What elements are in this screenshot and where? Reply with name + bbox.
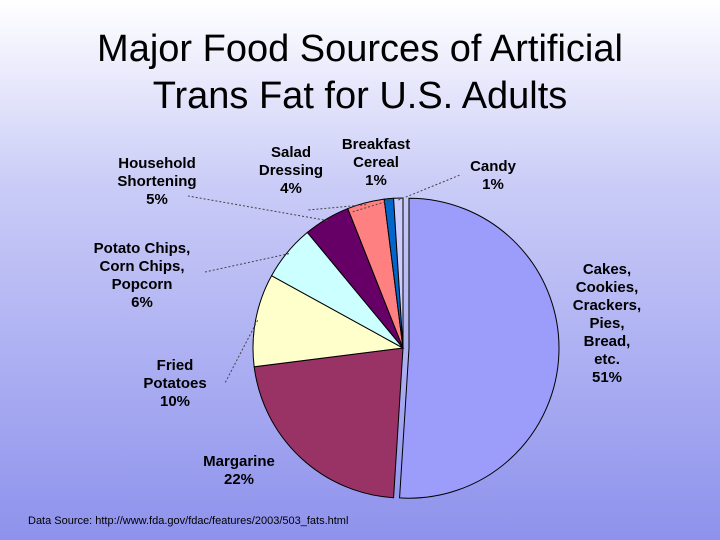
title-line-1: Major Food Sources of Artificial <box>97 28 623 70</box>
pie-slice-label: Breakfast Cereal 1% <box>342 136 410 189</box>
pie-labels: Cakes, Cookies, Crackers, Pies, Bread, etc. 51… <box>94 136 642 488</box>
pie-slice-label-line: etc. <box>594 351 620 368</box>
pie-slice <box>252 275 405 368</box>
pie-slice-label-line: Fried <box>157 357 194 374</box>
pie-leader-line <box>398 174 461 201</box>
pie-slice-label-line: Corn Chips, <box>100 258 185 275</box>
pie-slice-label: Candy 1% <box>470 158 517 193</box>
pie-slice-label-line: Pies, <box>589 315 624 332</box>
pie-slice-label: Salad Dressing 4% <box>259 144 323 197</box>
pie-slice-label-line: Dressing <box>259 162 323 179</box>
pie-slice-label-line: Breakfast <box>342 136 410 153</box>
pie-slice-label-line: Popcorn <box>112 276 173 293</box>
pie-slice-label-line: Shortening <box>117 173 196 190</box>
pie-slice-label-line: 1% <box>365 172 387 189</box>
pie-leader-line <box>351 200 390 213</box>
pie-slice-label-line: 4% <box>280 180 302 197</box>
pie-slice-label: Margarine 22% <box>203 453 275 488</box>
pie-slice-label-line: Candy <box>470 158 517 175</box>
pie-slice-label-line: 51% <box>592 369 622 386</box>
pie-slice <box>253 347 404 499</box>
pie-slice-label: Cakes, Cookies, Crackers, Pies, Bread, etc. 51… <box>573 261 641 386</box>
title-line-2: Trans Fat for U.S. Adults <box>152 75 568 117</box>
data-source-note: Data Source: http://www.fda.gov/fdac/fea… <box>28 515 349 527</box>
pie-slice-label-line: 10% <box>160 393 190 410</box>
pie-slice-label-line: 6% <box>131 294 153 311</box>
pie-leader-line <box>187 195 328 222</box>
pie-slice-label-line: Margarine <box>203 453 275 470</box>
pie-slice-label-line: Cereal <box>353 154 399 171</box>
pie-slice-label-line: Potato Chips, <box>94 240 191 257</box>
slide-title: Major Food Sources of Artificial Trans F… <box>0 26 720 120</box>
pie-slice-label: Potato Chips, Corn Chips, Popcorn 6% <box>94 240 191 311</box>
pie-slice-label-line: Cookies, <box>576 279 639 296</box>
pie-slice-label-line: 5% <box>146 191 168 208</box>
pie-slice-label-line: Bread, <box>584 333 631 350</box>
pie-slice-label-line: Potatoes <box>143 375 206 392</box>
pie-slice-label-line: 1% <box>482 176 504 193</box>
pie-slice-label-line: Cakes, <box>583 261 631 278</box>
pie-slice-label-line: Salad <box>271 144 311 161</box>
pie-leader-line <box>307 204 367 211</box>
pie-leader-lines <box>187 174 461 384</box>
pie-slice <box>399 197 560 499</box>
pie-slices <box>252 197 560 499</box>
pie-slice-label-line: Household <box>118 155 196 172</box>
pie-slice-label-line: Crackers, <box>573 297 641 314</box>
pie-slice-label: Household Shortening 5% <box>117 155 196 208</box>
pie-slice-label: Fried Potatoes 10% <box>143 357 206 410</box>
pie-slice-label-line: 22% <box>224 471 254 488</box>
